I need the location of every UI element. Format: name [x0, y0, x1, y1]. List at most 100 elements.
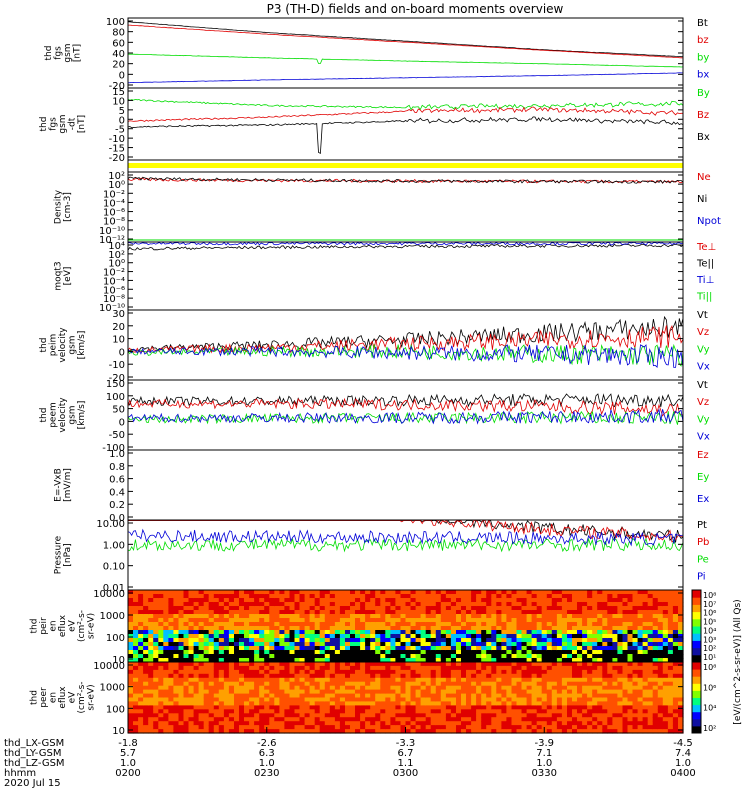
spec-cell [516, 701, 523, 706]
spec-cell [627, 654, 634, 659]
spec-cell [259, 709, 265, 714]
spec-cell [350, 662, 356, 667]
spec-cell [461, 689, 467, 695]
spec-cell [228, 662, 235, 667]
spec-cell [395, 725, 401, 730]
spec-cell [647, 677, 654, 683]
spec-cell [218, 665, 225, 671]
spec-cell [213, 669, 220, 675]
ytick-label: 0 [119, 347, 125, 358]
spec-cell [133, 717, 139, 722]
spec-cell [410, 626, 417, 631]
spec-cell [592, 677, 598, 683]
spec-cell [178, 634, 185, 639]
spec-cell [334, 673, 341, 679]
spec-cell [153, 650, 159, 655]
spec-cell [672, 614, 679, 619]
spec-cell [153, 634, 159, 639]
spec-cell [395, 646, 401, 651]
spec-cell [450, 598, 457, 603]
spec-cell [435, 610, 442, 615]
spec-cell [567, 646, 573, 651]
spec-cell [284, 689, 290, 695]
spec-cell [350, 665, 356, 671]
spec-cell [269, 598, 275, 603]
spec-cell [491, 658, 497, 663]
spec-cell [158, 590, 164, 595]
spec-cell [627, 614, 634, 619]
spec-cell [279, 697, 285, 702]
spec-cell [244, 590, 250, 595]
spec-cell [642, 622, 649, 627]
spec-cell [345, 685, 351, 691]
spec-cell [456, 717, 462, 722]
spec-cell [133, 614, 139, 619]
spec-cell [662, 634, 669, 639]
spec-cell [541, 701, 548, 706]
spec-cell [567, 590, 573, 595]
spec-cell [299, 662, 306, 667]
colorbar-cell [692, 647, 701, 656]
spec-cell [501, 626, 507, 631]
spec-cell [218, 662, 225, 667]
spec-cell [561, 729, 568, 734]
spec-cell [158, 681, 164, 687]
spec-cell [425, 618, 432, 623]
spec-cell [173, 590, 179, 595]
spec-cell [319, 646, 326, 651]
spec-cell [556, 618, 563, 623]
spec-cell [572, 697, 578, 702]
spec-cell [541, 713, 548, 718]
spec-cell [430, 606, 437, 611]
spec-cell [506, 598, 512, 603]
spec-cell [350, 606, 356, 611]
spec-cell [360, 701, 366, 706]
spec-cell [284, 602, 290, 607]
spec-cell [279, 646, 285, 651]
spec-cell [158, 693, 164, 699]
spec-cell [461, 618, 467, 623]
spec-cell [254, 622, 260, 627]
ylabel-line: [km/s] [77, 401, 87, 430]
spec-cell [370, 610, 376, 615]
spec-cell [450, 709, 457, 714]
spec-cell [375, 665, 381, 671]
spec-cell [390, 685, 396, 691]
spec-cell [516, 729, 523, 734]
spec-cell [244, 618, 250, 623]
spec-cell [425, 634, 432, 639]
spec-cell [536, 626, 543, 631]
spec-cell [652, 685, 659, 691]
spec-cell [284, 606, 290, 611]
spec-cell [667, 701, 674, 706]
spec-cell [360, 610, 366, 615]
spec-cell [173, 606, 179, 611]
spec-cell [461, 658, 467, 663]
spec-cell [561, 606, 568, 611]
spec-cell [617, 626, 623, 631]
spec-cell [244, 658, 250, 663]
spec-cell [355, 729, 361, 734]
spec-cell [158, 717, 164, 722]
spec-cell [153, 685, 159, 691]
spec-cell [420, 721, 427, 726]
spec-cell [228, 658, 235, 663]
spec-cell [183, 650, 190, 655]
spec-cell [541, 669, 548, 675]
spec-cell [541, 697, 548, 702]
spec-cell [637, 654, 644, 659]
spec-cell [128, 654, 134, 659]
spec-cell [370, 669, 376, 675]
spec-cell [501, 705, 507, 710]
ytick-label: 0.01 [103, 583, 125, 594]
spec-cell [657, 658, 664, 663]
spec-cell [602, 642, 608, 647]
spec-cell [627, 713, 634, 718]
spec-cell [450, 717, 457, 722]
spec-cell [662, 662, 669, 667]
spec-cell [587, 701, 593, 706]
spec-cell [223, 590, 230, 595]
spec-cell [627, 673, 634, 679]
spec-cell [208, 594, 215, 599]
spec-cell [163, 646, 169, 651]
